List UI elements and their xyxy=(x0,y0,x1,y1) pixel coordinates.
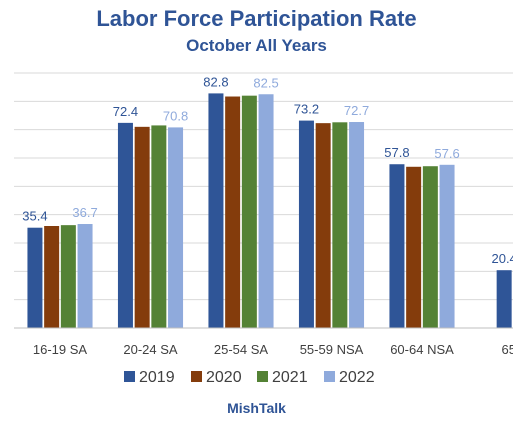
bar-2019 xyxy=(389,164,405,328)
bar-2021 xyxy=(241,95,257,329)
data-label: 35.4 xyxy=(22,209,47,224)
bar-2020 xyxy=(406,166,422,328)
data-label: 20.4 xyxy=(491,251,513,266)
data-label: 72.4 xyxy=(113,104,138,119)
x-tick-label: 25-54 SA xyxy=(214,342,269,357)
bar-2020 xyxy=(134,126,150,328)
bar-2021 xyxy=(60,225,76,328)
x-tick-label: 55-59 NSA xyxy=(300,342,364,357)
x-tick-label: 20-24 SA xyxy=(123,342,178,357)
legend-swatch xyxy=(124,371,135,382)
bar-2022 xyxy=(168,127,184,329)
data-label: 73.2 xyxy=(294,102,319,117)
data-label: 82.5 xyxy=(253,75,278,90)
bar-2022 xyxy=(439,164,455,328)
bar-2019 xyxy=(298,120,314,328)
legend-label: 2021 xyxy=(272,369,308,386)
data-label: 70.8 xyxy=(163,108,188,123)
bar-2022 xyxy=(258,94,274,328)
bar-2020 xyxy=(44,226,60,328)
legend-swatch xyxy=(257,371,268,382)
data-label: 72.7 xyxy=(344,103,369,118)
legend-label: 2019 xyxy=(139,369,175,386)
bar-2019 xyxy=(496,270,512,328)
legend-label: 2020 xyxy=(206,369,242,386)
bar-2019 xyxy=(208,93,224,329)
bar-2021 xyxy=(332,122,348,328)
bar-2020 xyxy=(315,123,331,329)
legend-label: 2022 xyxy=(339,369,375,386)
bar-2021 xyxy=(422,166,438,328)
bar-2022 xyxy=(77,224,93,328)
chart-subtitle: October All Years xyxy=(186,36,327,55)
bar-2021 xyxy=(151,125,167,329)
legend-swatch xyxy=(324,371,335,382)
data-label: 57.8 xyxy=(384,145,409,160)
x-tick-label: 65+ xyxy=(501,342,513,357)
bar-2019 xyxy=(27,227,43,328)
x-tick-label: 60-64 NSA xyxy=(390,342,454,357)
data-label: 57.6 xyxy=(434,146,459,161)
source-watermark: MishTalk xyxy=(227,400,286,416)
bar-2020 xyxy=(225,96,241,329)
legend-swatch xyxy=(191,371,202,382)
bar-2019 xyxy=(117,122,133,328)
bar-2022 xyxy=(349,122,365,329)
data-label: 36.7 xyxy=(72,205,97,220)
x-tick-label: 16-19 SA xyxy=(33,342,88,357)
chart-title: Labor Force Participation Rate xyxy=(96,6,417,31)
data-label: 82.8 xyxy=(203,74,228,89)
